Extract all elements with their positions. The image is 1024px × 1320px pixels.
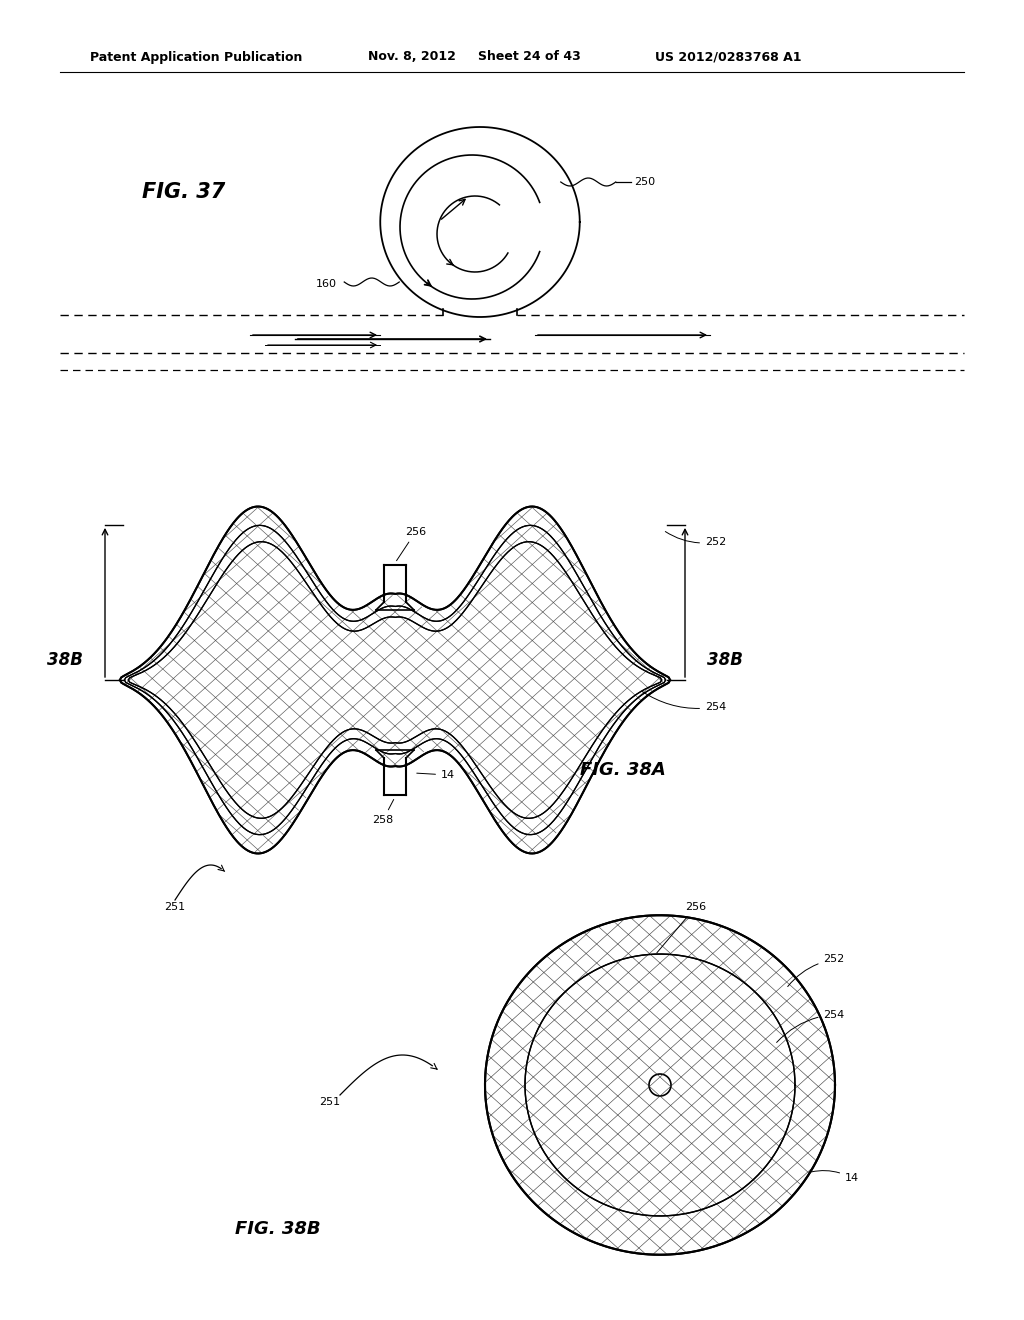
Text: 252: 252 bbox=[666, 532, 726, 546]
Text: FIG. 38B: FIG. 38B bbox=[234, 1220, 321, 1238]
Text: 251: 251 bbox=[319, 1097, 341, 1107]
Text: 38B: 38B bbox=[707, 651, 743, 669]
Text: 14: 14 bbox=[417, 770, 455, 780]
Text: FIG. 38A: FIG. 38A bbox=[580, 762, 666, 779]
Text: 258: 258 bbox=[373, 800, 393, 825]
Text: 38B: 38B bbox=[47, 651, 83, 669]
Text: 254: 254 bbox=[776, 1010, 845, 1043]
Text: 251: 251 bbox=[165, 902, 185, 912]
Text: Nov. 8, 2012: Nov. 8, 2012 bbox=[368, 50, 456, 63]
Text: 160: 160 bbox=[316, 279, 337, 289]
Text: 252: 252 bbox=[787, 954, 845, 986]
Text: 250: 250 bbox=[634, 177, 655, 187]
Text: FIG. 37: FIG. 37 bbox=[142, 182, 225, 202]
Text: 14: 14 bbox=[811, 1171, 859, 1183]
Text: 256: 256 bbox=[396, 527, 426, 561]
Text: Sheet 24 of 43: Sheet 24 of 43 bbox=[478, 50, 581, 63]
Text: 254: 254 bbox=[642, 692, 726, 711]
Text: US 2012/0283768 A1: US 2012/0283768 A1 bbox=[655, 50, 802, 63]
Text: Patent Application Publication: Patent Application Publication bbox=[90, 50, 302, 63]
Text: 256: 256 bbox=[656, 902, 707, 953]
Polygon shape bbox=[120, 507, 670, 854]
